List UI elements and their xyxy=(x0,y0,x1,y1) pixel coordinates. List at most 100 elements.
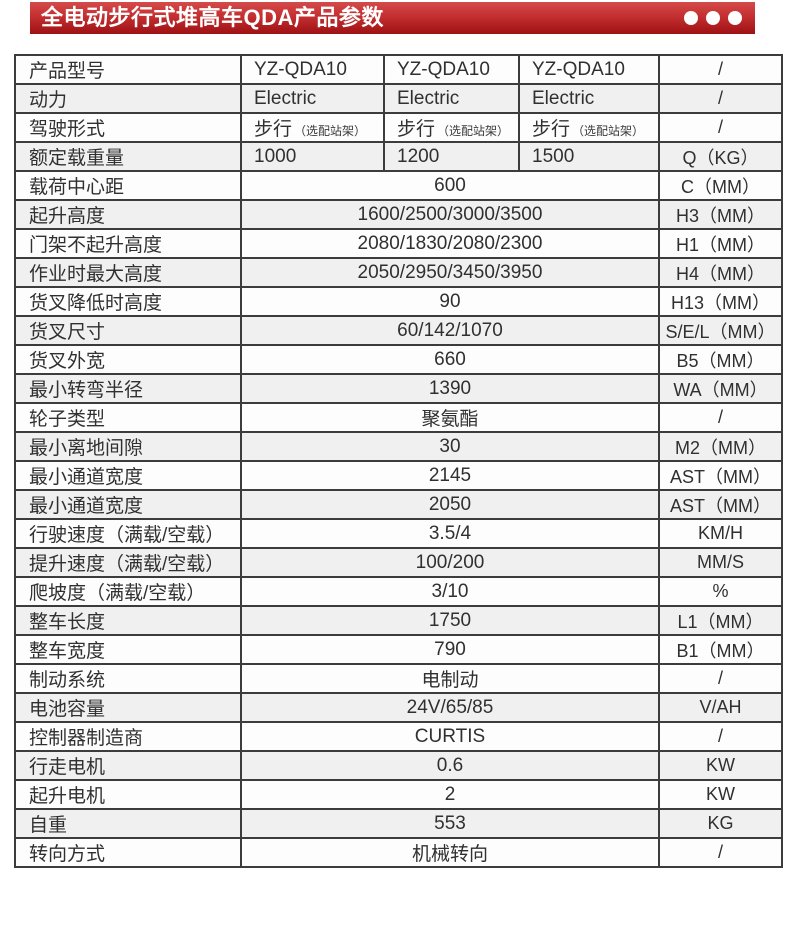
unit-cell: B1（MM） xyxy=(658,634,783,665)
product-spec-table: 产品型号 YZ-QDA10 YZ-QDA10 YZ-QDA10/动力 Electric E… xyxy=(14,54,783,868)
table-row: 整车长度 1750 L1（MM） xyxy=(14,605,783,636)
unit-cell: H4（MM） xyxy=(658,257,783,288)
spec-value-cell: 1200 xyxy=(383,141,520,172)
unit-cell: % xyxy=(658,576,783,607)
spec-value-cell: 2050 xyxy=(240,489,660,520)
unit-cell: Q（KG） xyxy=(658,141,783,172)
table-row: 产品型号 YZ-QDA10 YZ-QDA10 YZ-QDA10/ xyxy=(14,54,783,85)
spec-value-cell: 1600/2500/3000/3500 xyxy=(240,199,660,230)
page-title: 全电动步行式堆高车QDA产品参数 xyxy=(41,5,384,30)
table-row: 额定载重量 1000 1200 1500 Q（KG） xyxy=(14,141,783,172)
table-row: 货叉外宽 660 B5（MM） xyxy=(14,344,783,375)
table-row: 控制器制造商 CURTIS / xyxy=(14,721,783,752)
unit-cell: WA（MM） xyxy=(658,373,783,404)
row-label: 门架不起升高度 xyxy=(14,228,242,259)
table-row: 动力 Electric Electric Electric / xyxy=(14,83,783,114)
row-label: 载荷中心距 xyxy=(14,170,242,201)
spec-value-cell: CURTIS xyxy=(240,721,660,752)
table-row: 作业时最大高度 2050/2950/3450/3950 H4（MM） xyxy=(14,257,783,288)
spec-value-cell: 步行 （选配站架） xyxy=(518,112,660,143)
row-label: 最小转弯半径 xyxy=(14,373,242,404)
spec-value-cell: 60/142/1070 xyxy=(240,315,660,346)
unit-cell: H1（MM） xyxy=(658,228,783,259)
spec-value-cell: Electric xyxy=(240,83,385,114)
spec-table-body: 产品型号 YZ-QDA10 YZ-QDA10 YZ-QDA10/动力 Electric E… xyxy=(14,54,783,868)
header-banner: 全电动步行式堆高车QDA产品参数 xyxy=(30,2,755,34)
unit-cell: KG xyxy=(658,808,783,839)
table-row: 最小通道宽度 2050 AST（MM） xyxy=(14,489,783,520)
row-label: 整车长度 xyxy=(14,605,242,636)
spec-value-cell: 100/200 xyxy=(240,547,660,578)
spec-value-cell: 0.6 xyxy=(240,750,660,781)
table-row: 自重 553 KG xyxy=(14,808,783,839)
unit-cell: AST（MM） xyxy=(658,489,783,520)
unit-cell: S/E/L（MM） xyxy=(658,315,783,346)
row-label: 额定载重量 xyxy=(14,141,242,172)
three-dots-icon xyxy=(684,11,755,25)
row-label: 行走电机 xyxy=(14,750,242,781)
row-label: 爬坡度（满载/空载） xyxy=(14,576,242,607)
spec-value-cell: 机械转向 xyxy=(240,837,660,868)
table-row: 货叉尺寸 60/142/1070 S/E/L（MM） xyxy=(14,315,783,346)
dot-icon xyxy=(706,11,720,25)
spec-value-cell: 1750 xyxy=(240,605,660,636)
table-row: 提升速度（满载/空载） 100/200 MM/S xyxy=(14,547,783,578)
unit-cell: AST（MM） xyxy=(658,460,783,491)
table-row: 货叉降低时高度 90 H13（MM） xyxy=(14,286,783,317)
table-row: 载荷中心距 600 C（MM） xyxy=(14,170,783,201)
row-label: 产品型号 xyxy=(14,54,242,85)
spec-value-cell: 电制动 xyxy=(240,663,660,694)
unit-cell: C（MM） xyxy=(658,170,783,201)
table-row: 行驶速度（满载/空载） 3.5/4 KM/H xyxy=(14,518,783,549)
table-row: 起升高度 1600/2500/3000/3500 H3（MM） xyxy=(14,199,783,230)
spec-value-cell: 90 xyxy=(240,286,660,317)
spec-value-cell: 2145 xyxy=(240,460,660,491)
unit-cell: / xyxy=(658,54,783,85)
unit-cell: V/AH xyxy=(658,692,783,723)
row-label: 整车宽度 xyxy=(14,634,242,665)
dot-icon xyxy=(728,11,742,25)
row-label: 货叉外宽 xyxy=(14,344,242,375)
table-row: 最小转弯半径 1390 WA（MM） xyxy=(14,373,783,404)
row-label: 转向方式 xyxy=(14,837,242,868)
table-row: 起升电机 2 KW xyxy=(14,779,783,810)
spec-value-cell: 3.5/4 xyxy=(240,518,660,549)
unit-cell: / xyxy=(658,721,783,752)
spec-value-cell: Electric xyxy=(518,83,660,114)
row-label: 提升速度（满载/空载） xyxy=(14,547,242,578)
table-row: 驾驶形式 步行 （选配站架） 步行 （选配站架） 步行 （选配站架） / xyxy=(14,112,783,143)
spec-value-cell: YZ-QDA10 xyxy=(383,54,520,85)
unit-cell: H13（MM） xyxy=(658,286,783,317)
spec-value-cell: YZ-QDA10 xyxy=(518,54,660,85)
row-label: 制动系统 xyxy=(14,663,242,694)
spec-value-cell: 2080/1830/2080/2300 xyxy=(240,228,660,259)
dot-icon xyxy=(684,11,698,25)
spec-value-cell: 600 xyxy=(240,170,660,201)
value-sub-text: （选配站架） xyxy=(437,124,510,138)
spec-value-cell: 2050/2950/3450/3950 xyxy=(240,257,660,288)
row-label: 作业时最大高度 xyxy=(14,257,242,288)
spec-value-cell: 3/10 xyxy=(240,576,660,607)
table-row: 最小通道宽度 2145 AST（MM） xyxy=(14,460,783,491)
unit-cell: / xyxy=(658,663,783,694)
value-main-text: 步行 xyxy=(532,119,571,140)
value-main-text: 步行 xyxy=(254,119,293,140)
unit-cell: / xyxy=(658,83,783,114)
unit-cell: / xyxy=(658,837,783,868)
row-label: 货叉降低时高度 xyxy=(14,286,242,317)
spec-value-cell: 1390 xyxy=(240,373,660,404)
unit-cell: KW xyxy=(658,750,783,781)
unit-cell: KM/H xyxy=(658,518,783,549)
row-label: 行驶速度（满载/空载） xyxy=(14,518,242,549)
unit-cell: KW xyxy=(658,779,783,810)
unit-cell: L1（MM） xyxy=(658,605,783,636)
row-label: 轮子类型 xyxy=(14,402,242,433)
unit-cell: H3（MM） xyxy=(658,199,783,230)
table-row: 门架不起升高度 2080/1830/2080/2300 H1（MM） xyxy=(14,228,783,259)
table-row: 制动系统 电制动 / xyxy=(14,663,783,694)
row-label: 驾驶形式 xyxy=(14,112,242,143)
spec-value-cell: Electric xyxy=(383,83,520,114)
unit-cell: MM/S xyxy=(658,547,783,578)
table-row: 爬坡度（满载/空载） 3/10% xyxy=(14,576,783,607)
spec-value-cell: 聚氨酯 xyxy=(240,402,660,433)
